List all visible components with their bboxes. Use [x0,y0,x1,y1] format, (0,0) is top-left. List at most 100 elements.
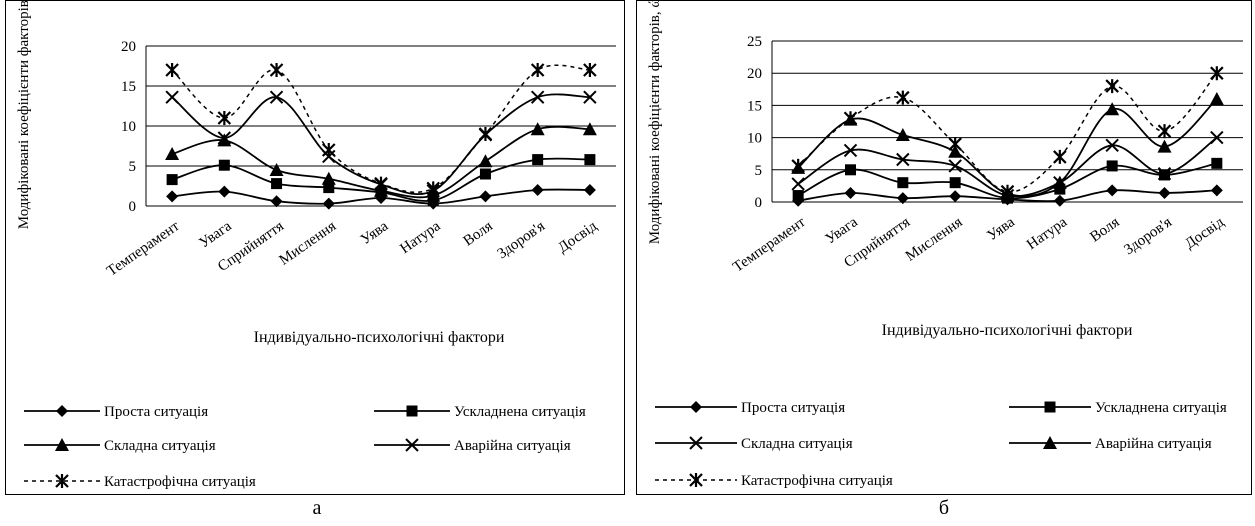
y-tick-label: 20 [121,39,136,55]
data-point-1 [792,190,804,202]
data-point-1 [218,159,230,171]
legend-marker [56,405,68,417]
x-tick-label: Мислення [277,218,340,269]
data-point-2 [478,154,493,168]
y-tick-label: 15 [747,98,762,114]
data-point-1 [479,168,491,180]
data-point-2 [217,133,232,147]
data-point-4 [478,127,493,141]
data-point-1 [584,154,596,166]
x-tick-label: Натура [1024,214,1070,253]
data-point-3 [948,144,963,158]
legend-marker [689,473,703,487]
data-point-4 [269,63,284,77]
series-line-3 [797,98,1218,198]
y-tick-label: 20 [747,66,762,82]
legend-marker [689,436,703,450]
x-tick-label: Воля [461,218,496,249]
data-point-4 [791,158,805,173]
x-axis-title: Індивідуально-психологічні фактори [882,322,1133,339]
x-axis-title: Індивідуально-психологічні фактори [254,329,505,346]
y-tick-label: 5 [129,159,137,175]
data-point-4 [426,181,440,196]
data-point-0 [844,186,857,199]
data-point-1 [271,178,283,190]
x-tick-label: Здоров'я [1121,214,1174,258]
legend-marker [690,401,702,413]
data-point-0 [322,197,335,210]
data-point-0 [1106,184,1119,197]
y-tick-label: 25 [747,34,762,50]
data-point-4 [1053,149,1067,164]
data-point-3 [217,131,232,145]
y-tick-label: 15 [121,79,136,95]
data-point-4 [322,143,336,157]
series-line-3 [171,93,590,196]
data-point-0 [583,184,596,196]
data-point-4 [843,111,858,126]
data-point-1 [949,177,961,189]
data-point-4 [583,63,597,77]
legend-marker [1043,436,1057,449]
data-point-1 [1054,183,1066,195]
data-point-1 [897,177,909,189]
y-tick-label: 0 [129,199,137,215]
legend-label: Катастрофічна ситуація [104,474,256,490]
legend-label: Складна ситуація [104,438,216,454]
y-tick-label: 0 [755,195,763,211]
data-point-2 [530,122,545,136]
legend-label: Аварійна ситуація [454,438,571,454]
data-point-3 [1105,102,1120,116]
data-point-1 [845,164,856,176]
legend-label: Катастрофічна ситуація [741,473,893,489]
data-point-4 [896,90,910,105]
x-tick-label: Темперамент [104,218,183,280]
data-point-4 [948,137,962,152]
data-point-0 [949,190,962,203]
data-point-1 [1106,160,1118,172]
data-point-0 [270,195,283,208]
x-tick-label: Натура [397,218,443,257]
y-axis-title: Модифіковані коефіцієнти факторів, ώ [16,1,32,229]
x-tick-label: Увага [197,218,235,252]
data-point-4 [217,111,232,125]
data-point-1 [1211,157,1223,169]
y-tick-label: 10 [121,119,136,135]
data-point-2 [843,143,858,158]
data-point-4 [165,63,179,77]
data-point-4 [1157,124,1172,139]
legend-label: Ускладнена ситуація [454,404,586,420]
y-tick-label: 5 [755,163,763,179]
data-point-0 [479,190,492,203]
x-tick-label: Уява [985,214,1019,244]
x-tick-label: Темперамент [730,214,809,276]
data-point-2 [1157,166,1172,181]
legend-label: Проста ситуація [104,404,208,420]
series-line-4 [171,64,590,193]
data-point-1 [532,154,544,166]
chart-panel-b: 0 5 10 15 20 25 Темперамент Увага Сприйняття Мисл… [636,0,1252,495]
data-point-3 [530,90,545,104]
legend-marker [55,474,69,488]
data-point-2 [948,159,962,173]
data-point-2 [896,152,910,167]
data-point-3 [269,90,284,104]
data-point-0 [1210,184,1223,197]
chart-panel-a: 0 5 10 15 20 Темперамент Увага Сприйняття Мислен… [5,0,625,495]
data-point-0 [218,185,231,198]
x-tick-label: Воля [1087,214,1122,245]
x-tick-label: Увага [823,214,861,248]
data-point-2 [791,177,805,191]
data-point-0 [896,192,909,205]
data-point-4 [1000,184,1015,199]
legend-marker [405,438,419,452]
data-point-3 [583,90,597,104]
data-point-3 [165,90,179,104]
legend-marker [55,438,69,451]
legend-label: Складна ситуація [741,436,853,452]
x-tick-label: Досвід [555,218,600,256]
data-point-3 [1209,91,1224,105]
data-point-1 [166,174,178,186]
